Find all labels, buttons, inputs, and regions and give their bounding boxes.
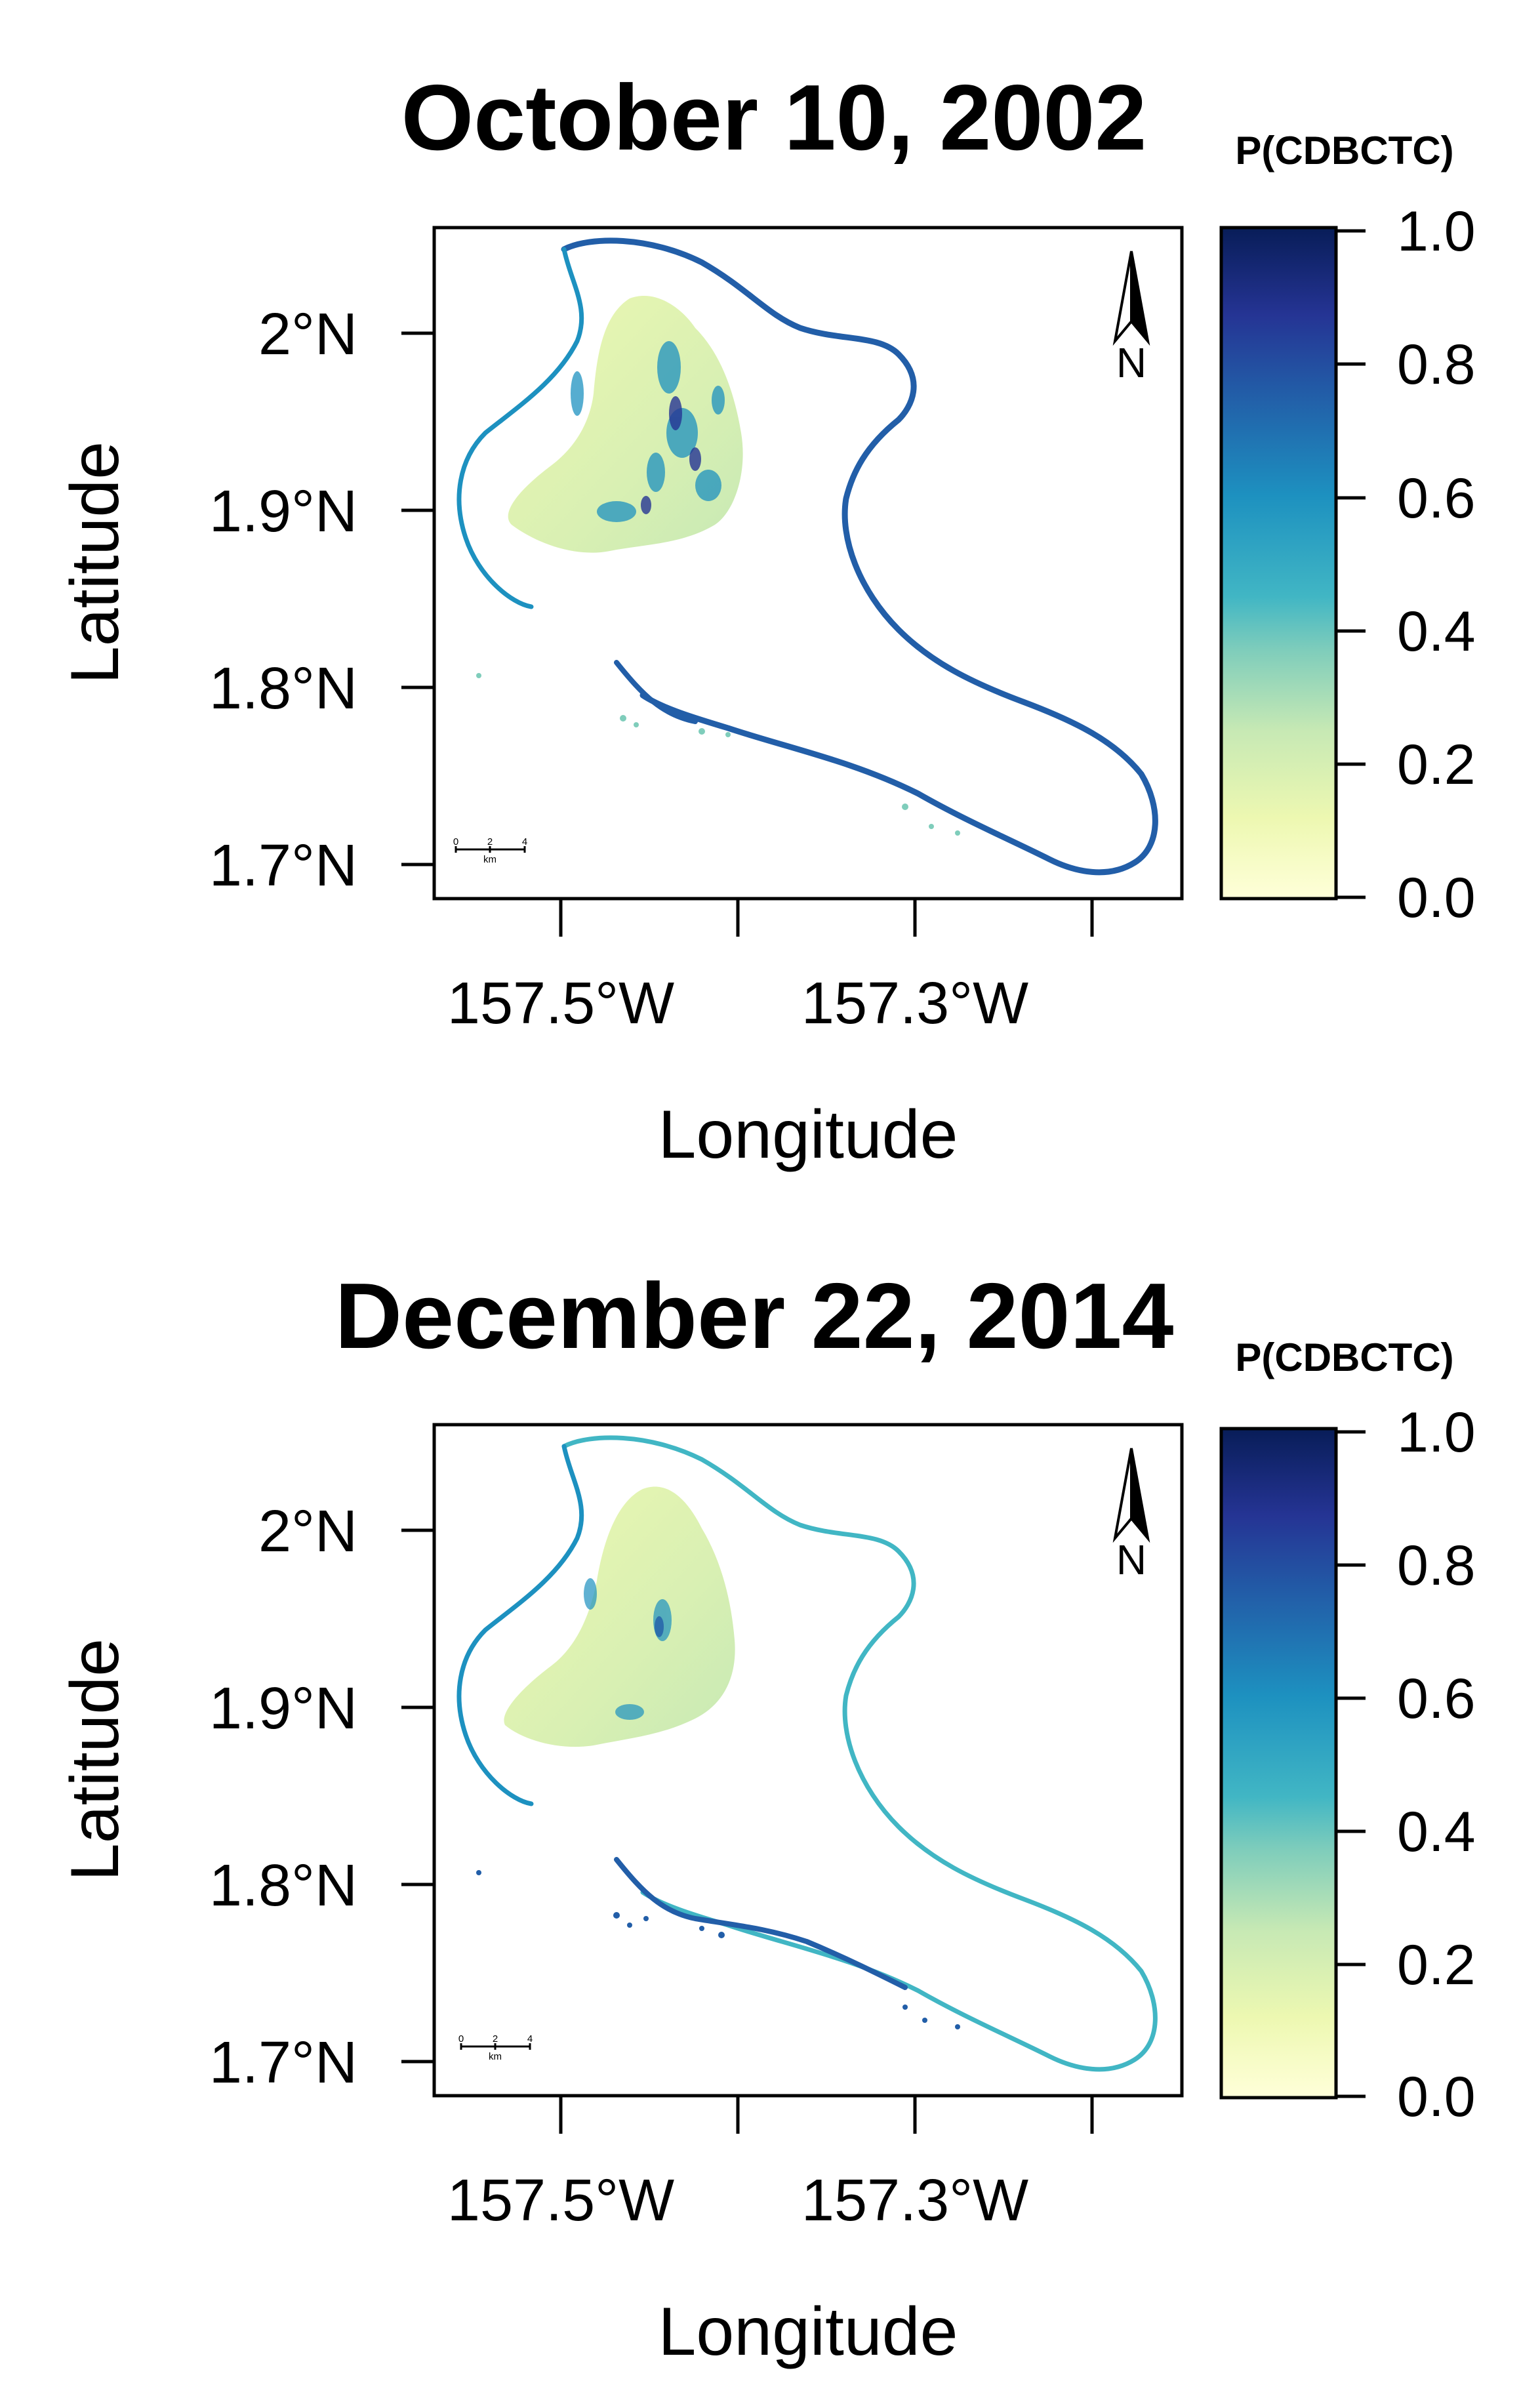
panel-2-y-tick-label: 1.9°N bbox=[209, 1676, 357, 1741]
panel-1-colorbar-tick-label: 1.0 bbox=[1397, 200, 1476, 263]
panel-1-north-arrow-icon: N bbox=[1112, 251, 1150, 386]
panel-2-y-axis: 2°N 1.9°N 1.8°N 1.7°N Latitude bbox=[57, 1499, 434, 2096]
panel-2-colorbar-gradient bbox=[1219, 1427, 1338, 2100]
panel-2-south-islets bbox=[476, 1870, 960, 2029]
panel-1-colorbar-tick-label: 0.8 bbox=[1397, 333, 1476, 396]
panel-2-reef-outline bbox=[561, 1435, 1158, 2072]
panel-1-colorbar-gradient bbox=[1219, 226, 1338, 901]
panel-2-colorbar-title: P(CDBCTC) bbox=[1235, 1335, 1453, 1379]
panel-1-scale-bar: 0 2 4 km bbox=[453, 836, 527, 865]
panel-2-x-tick-label: 157.3°W bbox=[801, 2168, 1028, 2233]
panel-2-lagoon-patch bbox=[504, 1486, 735, 1747]
panel-2-reef-outline-west bbox=[456, 1444, 584, 1806]
panel-1-y-tick-label: 1.8°N bbox=[209, 656, 357, 722]
panel-2-x-axis-label: Longitude bbox=[659, 2294, 958, 2370]
panel-2-x-axis: 157.5°W 157.3°W Longitude bbox=[447, 2096, 1094, 2370]
panel-2-colorbar-tick-label: 1.0 bbox=[1397, 1401, 1476, 1464]
panel-2-y-tick-label: 1.7°N bbox=[209, 2030, 357, 2096]
panel-2-y-tick-label: 2°N bbox=[258, 1499, 357, 1564]
panel-2-colorbar: P(CDBCTC) 1.0 0.8 0.6 0.4 0.2 0.0 bbox=[1219, 1335, 1476, 2128]
panel-2-scale-label-km: km bbox=[489, 2051, 502, 2062]
panel-1-colorbar-tick-label: 0.2 bbox=[1397, 733, 1476, 796]
panel-2-scale-bar: 0 2 4 km bbox=[458, 2033, 533, 2062]
panel-2-x-tick-label: 157.5°W bbox=[447, 2168, 674, 2233]
panel-1-x-axis: 157.5°W 157.3°W Longitude bbox=[447, 899, 1094, 1173]
panel-1-reef-outline bbox=[561, 237, 1158, 876]
panel-1-colorbar-title: P(CDBCTC) bbox=[1235, 129, 1453, 173]
panel-2: December 22, 2014 bbox=[57, 1264, 1476, 2370]
panel-1-x-axis-label: Longitude bbox=[659, 1097, 958, 1173]
panel-2-colorbar-tick-label: 0.8 bbox=[1397, 1534, 1476, 1597]
panel-1-map-frame bbox=[432, 226, 1184, 901]
panel-1-scale-label-0: 0 bbox=[453, 836, 458, 847]
panel-1-scale-label-2: 2 bbox=[487, 836, 493, 847]
panel-2-colorbar-tick-label: 0.2 bbox=[1397, 1934, 1476, 1997]
panel-2-y-axis-label: Latitude bbox=[57, 1639, 133, 1881]
panel-2-colorbar-tick-label: 0.6 bbox=[1397, 1667, 1476, 1730]
panel-2-title: December 22, 2014 bbox=[335, 1264, 1174, 1368]
panel-1-y-tick-label: 1.7°N bbox=[209, 833, 357, 899]
panel-1-x-tick-label: 157.5°W bbox=[447, 971, 674, 1036]
panel-1-lagoon-very-high-prob bbox=[641, 396, 701, 514]
panel-1-scale-label-km: km bbox=[483, 854, 496, 865]
panel-1-colorbar-tick-label: 0.6 bbox=[1397, 467, 1476, 530]
panel-1-y-tick-label: 2°N bbox=[258, 302, 357, 367]
panel-2-lagoon-very-high-prob bbox=[655, 1616, 664, 1637]
panel-1-reef-outline-west bbox=[456, 247, 584, 609]
panel-2-north-arrow-icon: N bbox=[1112, 1448, 1150, 1583]
panel-1-reef-south bbox=[614, 660, 698, 724]
panel-2-colorbar-tick-label: 0.0 bbox=[1397, 2066, 1476, 2128]
panel-1-scale-label-4: 4 bbox=[522, 836, 527, 847]
panel-2-scale-label-4: 4 bbox=[527, 2033, 533, 2045]
panel-2-scale-label-0: 0 bbox=[458, 2033, 464, 2045]
panel-2-colorbar-tick-label: 0.4 bbox=[1397, 1801, 1476, 1863]
panel-1-x-tick-label: 157.3°W bbox=[801, 971, 1028, 1036]
panel-2-north-label: N bbox=[1116, 1536, 1146, 1583]
panel-2-reef-south bbox=[614, 1857, 908, 1990]
panel-2-scale-label-2: 2 bbox=[493, 2033, 498, 2045]
panel-1-colorbar-tick-label: 0.4 bbox=[1397, 600, 1476, 663]
panel-1-south-islets bbox=[476, 673, 960, 836]
panel-2-y-tick-label: 1.8°N bbox=[209, 1853, 357, 1919]
panel-1-map: N 0 2 4 km bbox=[432, 226, 1184, 901]
panel-1-north-label: N bbox=[1116, 339, 1146, 386]
panel-1-title: October 10, 2002 bbox=[401, 66, 1147, 170]
panel-2-map: N 0 2 4 km bbox=[432, 1423, 1184, 2098]
panel-1-y-axis: 2°N 1.9°N 1.8°N 1.7°N Latitude bbox=[57, 302, 434, 899]
panel-1-colorbar-tick-label: 0.0 bbox=[1397, 866, 1476, 929]
panel-1-y-axis-label: Latitude bbox=[57, 441, 133, 684]
panel-1-y-tick-label: 1.9°N bbox=[209, 479, 357, 544]
panel-1-lagoon-patch bbox=[508, 296, 743, 553]
panel-1: October 10, 2002 bbox=[57, 66, 1476, 1173]
panel-1-lagoon-high-prob bbox=[571, 341, 725, 522]
panel-1-colorbar: P(CDBCTC) 1.0 0.8 0.6 0.4 0.2 0.0 bbox=[1219, 129, 1476, 929]
panel-2-map-frame bbox=[432, 1423, 1184, 2098]
